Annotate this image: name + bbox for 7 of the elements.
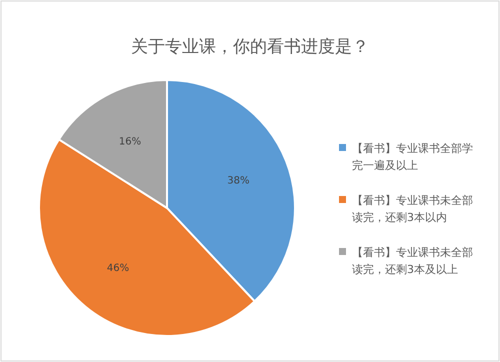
legend-label: 【看书】专业课书未全部读完，还剩3本以内	[352, 194, 473, 224]
legend-label: 【看书】专业课书未全部读完，还剩3本及以上	[352, 246, 473, 276]
data-label: 16%	[118, 136, 142, 148]
legend-label: 【看书】专业课书全部学完一遍及以上	[352, 142, 473, 172]
data-label: 46%	[106, 263, 130, 274]
chart-title: 关于专业课，你的看书进度是？	[131, 37, 369, 57]
data-label: 38%	[227, 176, 250, 187]
